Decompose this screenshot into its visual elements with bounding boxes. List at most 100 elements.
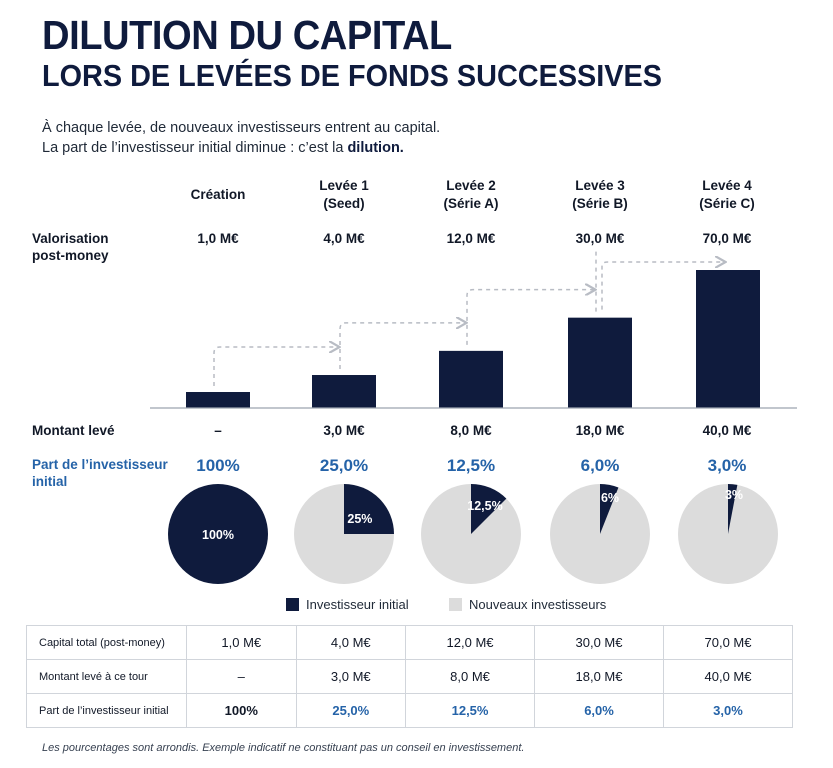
raised-value: 3,0 M€	[323, 423, 365, 438]
table-row: Montant levé à ce tour –3,0 M€ 8,0 M€ 18,0 …	[26, 659, 793, 694]
intro-line-1: À chaque levée, de nouveaux investisseur…	[42, 120, 441, 136]
summary-table: Capital total (post-money) 1,0 M€ 4,0 M€ 12…	[26, 625, 793, 728]
pie-label: 12,5%	[467, 499, 502, 513]
table-row: Capital total (post-money) 1,0 M€ 4,0 M€ 12…	[26, 625, 793, 660]
bar-1	[186, 392, 250, 408]
column-header-levee-4: Levée 4 (Série C)	[667, 177, 787, 213]
ownership-pie-charts: 100% 25% 12,5% 6% 3%	[168, 484, 778, 584]
column-header-line2: (Série A)	[443, 196, 499, 211]
column-header-line2: (Série B)	[572, 196, 628, 211]
table-cell: 100%	[186, 693, 297, 728]
table-cell: 30,0 M€	[534, 625, 664, 660]
legend-item-new: Nouveaux investisseurs	[449, 597, 606, 612]
raised-row-label: Montant levé	[32, 423, 115, 438]
progression-arrow-5	[601, 262, 724, 310]
footnote: Les pourcentages sont arrondis. Exemple …	[42, 742, 525, 754]
pie-label: 100%	[202, 528, 234, 542]
legend-label: Investisseur initial	[306, 597, 409, 612]
pie-slice-new-investors	[168, 484, 268, 584]
column-header-line1: Création	[190, 187, 246, 202]
share-label-line2: initial	[32, 474, 68, 489]
table-cell: 3,0%	[663, 693, 793, 728]
table-cell: 3,0 M€	[295, 659, 407, 694]
table-cell: 1,0 M€	[186, 625, 297, 660]
table-row-label: Capital total (post-money)	[26, 625, 187, 660]
share-value: 6,0%	[580, 456, 620, 475]
column-header-line1: Levée 3	[575, 178, 625, 193]
column-header-line1: Levée 2	[446, 178, 496, 193]
valuation-value: 12,0 M€	[446, 231, 496, 246]
pie-label: 6%	[601, 491, 619, 505]
share-row-label: Part de l’investisseur initial	[32, 456, 168, 490]
progression-arrow-2	[339, 323, 465, 370]
share-value: 25,0%	[319, 456, 369, 475]
share-label-line1: Part de l’investisseur	[32, 457, 168, 472]
legend-item-initial: Investisseur initial	[286, 597, 409, 612]
intro-line-2-bold: dilution.	[347, 140, 404, 156]
table-cell: 70,0 M€	[663, 625, 793, 660]
page-subtitle: LORS DE LEVÉES DE FONDS SUCCESSIVES	[42, 58, 662, 93]
legend-swatch-navy	[286, 598, 299, 611]
column-header-levee-2: Levée 2 (Série A)	[411, 177, 531, 213]
pie-3: 12,5%	[421, 484, 521, 584]
bars	[186, 270, 760, 408]
valuation-label-line2: post-money	[32, 248, 109, 263]
table-row-label: Montant levé à ce tour	[26, 659, 187, 694]
legend: Investisseur initial Nouveaux investisse…	[0, 597, 833, 615]
progression-arrow-1	[213, 347, 338, 387]
table-cell: 8,0 M€	[405, 659, 536, 694]
table-row-label: Part de l’investisseur initial	[26, 693, 187, 728]
pie-label: 25%	[347, 512, 372, 526]
progression-arrows	[213, 250, 724, 387]
column-header-levee-1: Levée 1 (Seed)	[284, 177, 404, 213]
intro-line-2-text: La part de l’investisseur initial diminu…	[42, 140, 348, 156]
legend-swatch-gray	[449, 598, 462, 611]
legend-label: Nouveaux investisseurs	[469, 597, 607, 612]
raised-value: 40,0 M€	[702, 423, 752, 438]
bar-2	[312, 375, 376, 408]
valuation-row-label: Valorisation post-money	[32, 230, 109, 264]
pie-slice-initial-investor	[344, 484, 394, 534]
valuation-value: 1,0 M€	[197, 231, 239, 246]
bar-5	[696, 270, 760, 408]
valuation-bar-chart	[150, 250, 797, 409]
intro-line-2: La part de l’investisseur initial diminu…	[42, 138, 440, 158]
raised-value: 8,0 M€	[450, 423, 492, 438]
raised-value: –	[214, 423, 222, 438]
column-header-line2: (Série C)	[699, 196, 755, 211]
share-value: 3,0%	[707, 456, 747, 475]
intro-text: À chaque levée, de nouveaux investisseur…	[42, 118, 440, 158]
table-row: Part de l’investisseur initial 100% 25,0% 1…	[26, 693, 793, 728]
valuation-value: 30,0 M€	[575, 231, 625, 246]
pie-label: 3%	[725, 488, 743, 502]
progression-arrow-3	[466, 290, 594, 345]
pie-5: 3%	[678, 484, 778, 584]
share-value: 100%	[196, 456, 240, 475]
page-title: DILUTION DU CAPITAL	[42, 12, 452, 58]
table-cell: 6,0%	[534, 693, 664, 728]
bar-4	[568, 317, 632, 408]
table-cell: 12,5%	[405, 693, 536, 728]
table-cell: 25,0%	[295, 693, 407, 728]
valuation-value: 4,0 M€	[323, 231, 365, 246]
table-cell: –	[186, 659, 297, 694]
share-value: 12,5%	[446, 456, 496, 475]
column-header-levee-3: Levée 3 (Série B)	[540, 177, 660, 213]
raised-value: 18,0 M€	[575, 423, 625, 438]
pie-slice-initial-investor	[600, 484, 619, 534]
valuation-label-line1: Valorisation	[32, 231, 109, 246]
pie-slice-initial-investor	[728, 484, 738, 534]
pie-2: 25%	[294, 484, 394, 584]
column-header-line1: Levée 4	[702, 178, 752, 193]
valuation-value: 70,0 M€	[702, 231, 752, 246]
column-header-creation: Création	[158, 186, 278, 204]
pie-1: 100%	[168, 484, 268, 584]
table-cell: 18,0 M€	[534, 659, 664, 694]
pie-slice-initial-investor	[471, 484, 507, 534]
bar-3	[439, 350, 503, 408]
table-cell: 40,0 M€	[663, 659, 793, 694]
column-header-line2: (Seed)	[323, 196, 365, 211]
table-cell: 4,0 M€	[295, 625, 407, 660]
table-cell: 12,0 M€	[405, 625, 536, 660]
column-header-line1: Levée 1	[319, 178, 369, 193]
